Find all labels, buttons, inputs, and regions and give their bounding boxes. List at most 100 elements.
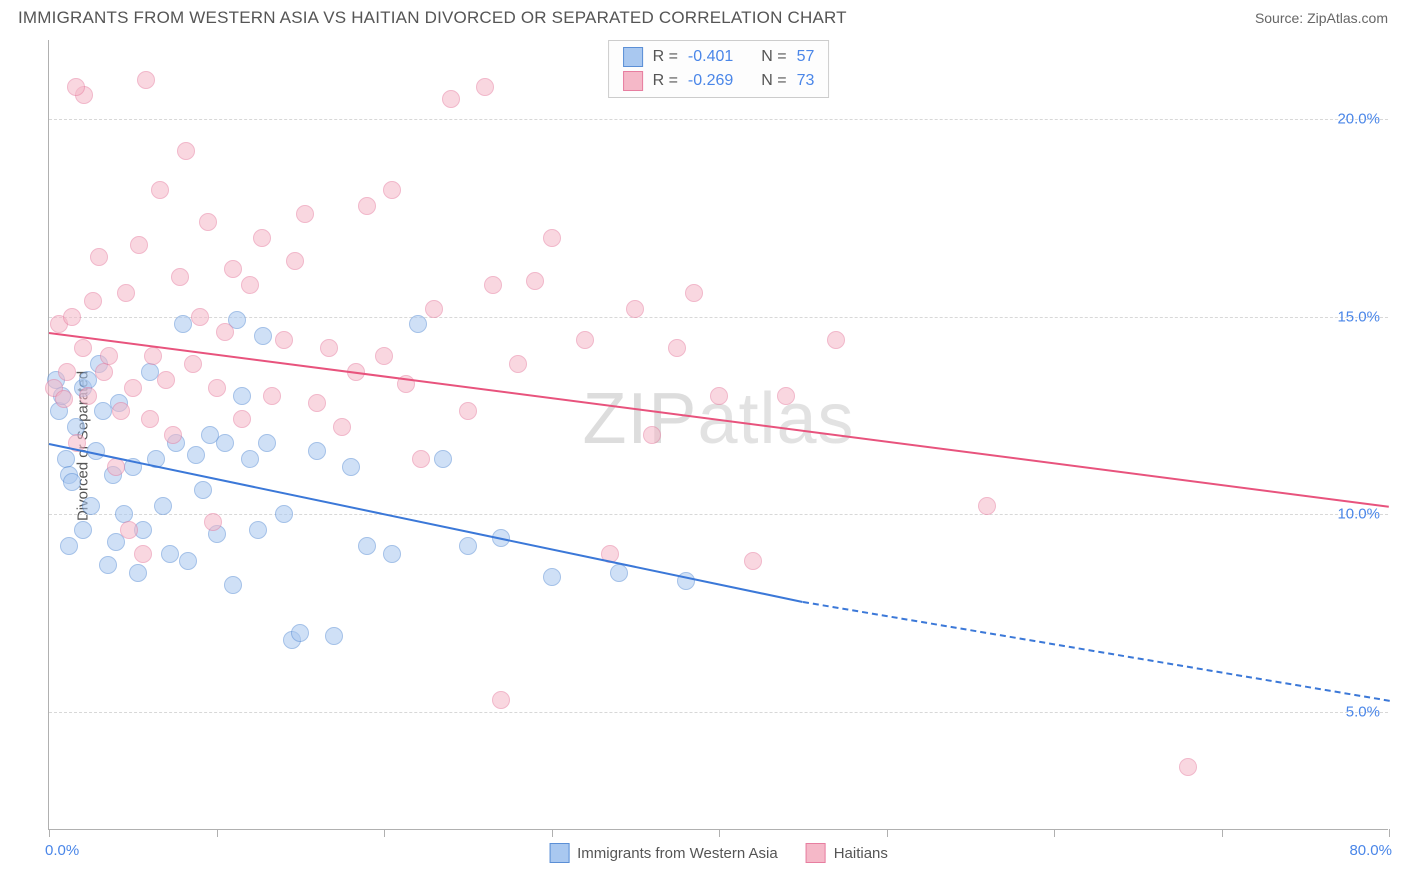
data-point <box>174 315 192 333</box>
data-point <box>164 426 182 444</box>
series-legend: Immigrants from Western Asia Haitians <box>549 843 888 863</box>
data-point <box>144 347 162 365</box>
swatch-series2 <box>623 71 643 91</box>
data-point <box>296 205 314 223</box>
data-point <box>204 513 222 531</box>
data-point <box>263 387 281 405</box>
x-tick <box>217 829 218 837</box>
r-label-2: R = <box>653 69 678 93</box>
data-point <box>383 181 401 199</box>
y-tick-label: 15.0% <box>1337 308 1380 325</box>
data-point <box>342 458 360 476</box>
x-tick <box>1389 829 1390 837</box>
data-point <box>129 564 147 582</box>
y-tick-label: 5.0% <box>1346 703 1380 720</box>
n-label-2: N = <box>761 69 786 93</box>
r-value-1: -0.401 <box>688 45 733 69</box>
data-point <box>216 434 234 452</box>
data-point <box>55 390 73 408</box>
data-point <box>154 497 172 515</box>
data-point <box>134 545 152 563</box>
data-point <box>509 355 527 373</box>
data-point <box>358 197 376 215</box>
data-point <box>79 387 97 405</box>
series1-name: Immigrants from Western Asia <box>577 845 778 862</box>
data-point <box>275 505 293 523</box>
data-point <box>216 323 234 341</box>
source-attribution: Source: ZipAtlas.com <box>1255 10 1388 26</box>
data-point <box>827 331 845 349</box>
data-point <box>137 71 155 89</box>
data-point <box>67 78 85 96</box>
data-point <box>74 521 92 539</box>
source-prefix: Source: <box>1255 10 1307 26</box>
gridline <box>49 514 1388 515</box>
scatter-chart: ZIPatlas R = -0.401 N = 57 R = -0.269 N … <box>48 40 1388 830</box>
data-point <box>99 556 117 574</box>
data-point <box>141 410 159 428</box>
data-point <box>358 537 376 555</box>
legend-row-series1: R = -0.401 N = 57 <box>623 45 815 69</box>
swatch-series2-bottom <box>806 843 826 863</box>
trend-line-extrapolated <box>803 601 1390 702</box>
data-point <box>94 402 112 420</box>
r-value-2: -0.269 <box>688 69 733 93</box>
data-point <box>249 521 267 539</box>
data-point <box>95 363 113 381</box>
data-point <box>151 181 169 199</box>
data-point <box>117 284 135 302</box>
swatch-series1-bottom <box>549 843 569 863</box>
data-point <box>320 339 338 357</box>
legend-item-series2: Haitians <box>806 843 888 863</box>
data-point <box>177 142 195 160</box>
data-point <box>459 402 477 420</box>
data-point <box>224 260 242 278</box>
chart-header: IMMIGRANTS FROM WESTERN ASIA VS HAITIAN … <box>0 0 1406 34</box>
trend-line <box>49 443 803 603</box>
data-point <box>241 450 259 468</box>
data-point <box>258 434 276 452</box>
data-point <box>744 552 762 570</box>
data-point <box>543 568 561 586</box>
data-point <box>668 339 686 357</box>
x-tick <box>49 829 50 837</box>
data-point <box>610 564 628 582</box>
legend-item-series1: Immigrants from Western Asia <box>549 843 778 863</box>
x-tick <box>1222 829 1223 837</box>
x-tick <box>1054 829 1055 837</box>
source-name: ZipAtlas.com <box>1307 10 1388 26</box>
data-point <box>100 347 118 365</box>
series2-name: Haitians <box>834 845 888 862</box>
y-tick-label: 20.0% <box>1337 111 1380 128</box>
data-point <box>442 90 460 108</box>
data-point <box>199 213 217 231</box>
data-point <box>383 545 401 563</box>
data-point <box>157 371 175 389</box>
data-point <box>978 497 996 515</box>
n-value-2: 73 <box>797 69 815 93</box>
n-label-1: N = <box>761 45 786 69</box>
data-point <box>58 363 76 381</box>
data-point <box>82 497 100 515</box>
r-label-1: R = <box>653 45 678 69</box>
gridline <box>49 712 1388 713</box>
data-point <box>484 276 502 294</box>
data-point <box>576 331 594 349</box>
correlation-legend: R = -0.401 N = 57 R = -0.269 N = 73 <box>608 40 830 98</box>
data-point <box>492 691 510 709</box>
x-tick <box>719 829 720 837</box>
data-point <box>120 521 138 539</box>
data-point <box>710 387 728 405</box>
data-point <box>375 347 393 365</box>
swatch-series1 <box>623 47 643 67</box>
y-tick-label: 10.0% <box>1337 506 1380 523</box>
data-point <box>253 229 271 247</box>
data-point <box>459 537 477 555</box>
data-point <box>626 300 644 318</box>
data-point <box>63 473 81 491</box>
data-point <box>233 387 251 405</box>
data-point <box>179 552 197 570</box>
data-point <box>60 537 78 555</box>
data-point <box>643 426 661 444</box>
data-point <box>63 308 81 326</box>
